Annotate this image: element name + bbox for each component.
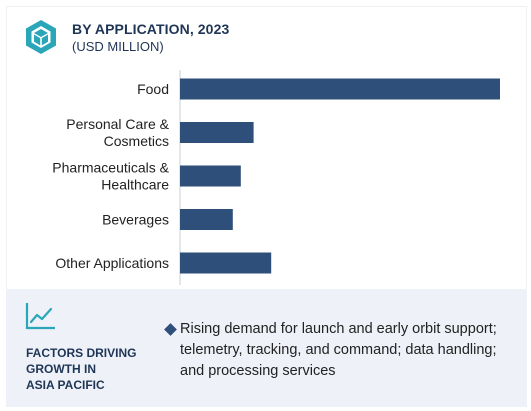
bar <box>180 209 233 230</box>
bar <box>180 122 254 143</box>
bar-chart: Food Personal Care & Cosmetics Pharmaceutic… <box>0 70 531 285</box>
category-label: Other Applications <box>55 255 169 271</box>
category-label: Healthcare <box>101 177 169 193</box>
growth-driver-text: Rising demand for launch and early orbit… <box>180 321 497 379</box>
chart-subtitle: (USD MILLION) <box>72 39 164 54</box>
factors-title: FACTORS DRIVING GROWTH IN ASIA PACIFIC <box>26 345 166 393</box>
growth-driver-item: Rising demand for launch and early orbit… <box>164 319 516 382</box>
bar-chart-svg: Food Personal Care &Cosmetics Pharmaceutic… <box>52 70 500 285</box>
bar <box>180 165 241 187</box>
factors-title-line: ASIA PACIFIC <box>26 378 105 392</box>
category-label: Cosmetics <box>104 133 169 149</box>
growth-factors-panel: FACTORS DRIVING GROWTH IN ASIA PACIFIC R… <box>6 289 527 407</box>
factors-title-line: GROWTH IN <box>26 362 96 376</box>
trend-line-icon <box>25 303 55 330</box>
bar <box>180 78 500 100</box>
category-label: Food <box>137 81 169 97</box>
diamond-bullet-icon <box>164 323 177 336</box>
hexagon-box-icon <box>26 20 56 54</box>
chart-title: BY APPLICATION, 2023 <box>72 21 230 37</box>
chart-header: BY APPLICATION, 2023 (USD MILLION) <box>22 18 229 56</box>
category-label: Beverages <box>102 212 169 228</box>
category-label: Pharmaceuticals & <box>52 160 169 176</box>
factors-title-line: FACTORS DRIVING <box>26 346 137 360</box>
category-label: Personal Care & <box>66 116 169 132</box>
bar <box>180 252 272 274</box>
